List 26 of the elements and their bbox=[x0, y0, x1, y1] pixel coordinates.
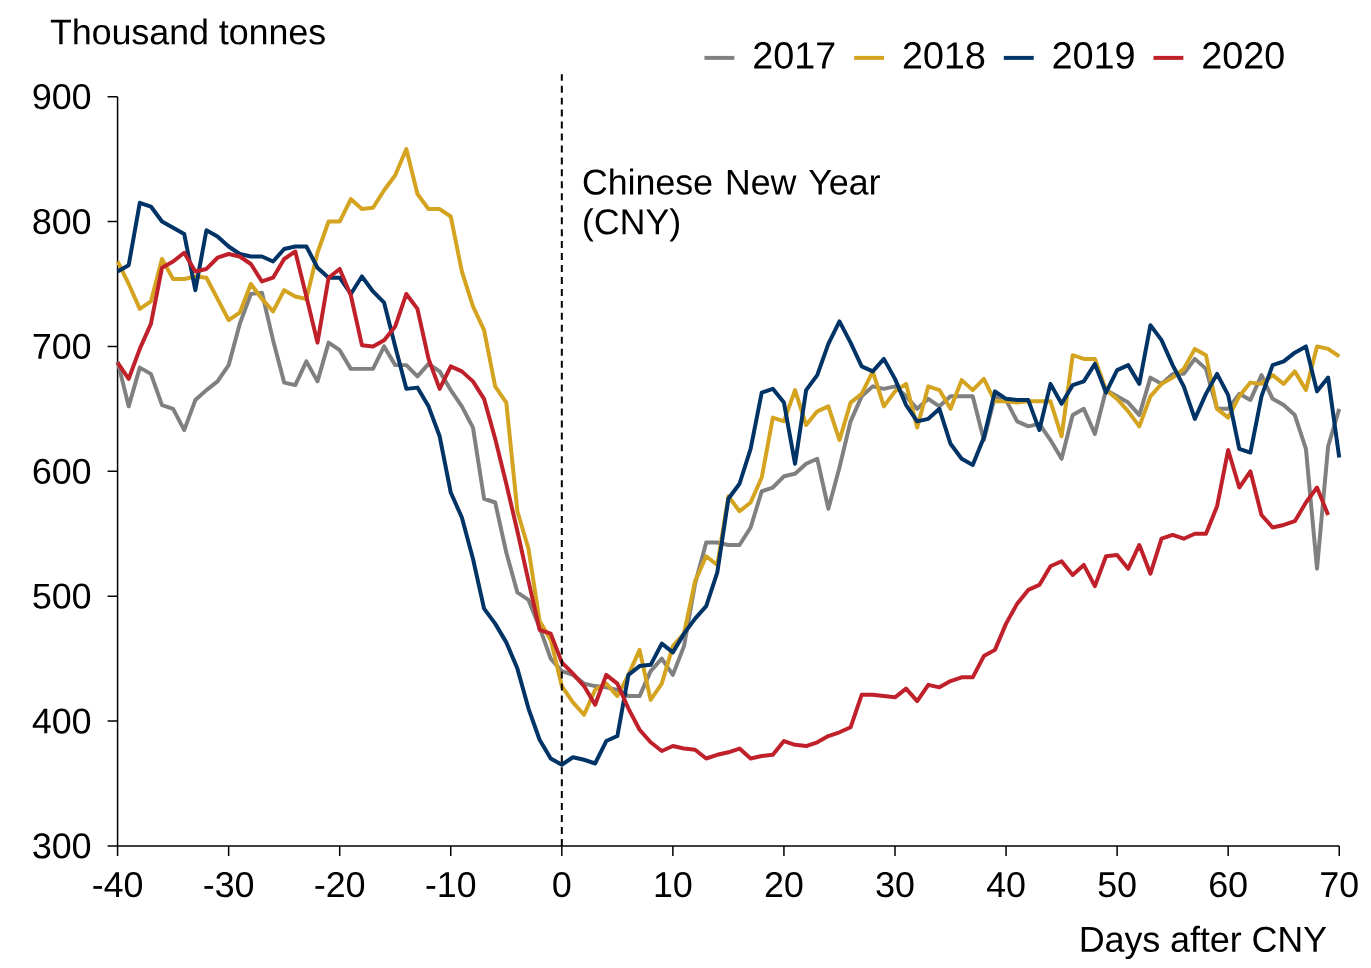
y-tick-label: 400 bbox=[32, 708, 91, 734]
x-tick-label: -10 bbox=[426, 871, 476, 898]
legend-label: 2018 bbox=[903, 41, 985, 69]
x-tick-label: 20 bbox=[765, 871, 803, 898]
y-tick-label: 500 bbox=[33, 583, 91, 609]
x-tick-label: 40 bbox=[987, 871, 1025, 898]
legend-label: 2017 bbox=[754, 41, 835, 69]
legend-label: 2020 bbox=[1203, 41, 1284, 69]
y-tick-label: 700 bbox=[33, 333, 91, 359]
x-tick-label: 70 bbox=[1321, 871, 1358, 898]
ref-line-label: Chinese New Year (CNY) bbox=[583, 168, 880, 242]
x-tick-label: 10 bbox=[655, 871, 692, 898]
legend-label: 2019 bbox=[1053, 41, 1134, 69]
y-tick-label: 900 bbox=[33, 83, 91, 110]
x-tick-label: -30 bbox=[204, 871, 254, 898]
y-tick-label: 300 bbox=[33, 833, 91, 859]
x-tick-label: 60 bbox=[1210, 871, 1247, 898]
y-axis-title: Thousand tonnes bbox=[50, 18, 325, 45]
x-tick-label: 0 bbox=[553, 871, 571, 898]
x-tick-label: 50 bbox=[1098, 871, 1136, 898]
x-tick-label: -40 bbox=[93, 871, 142, 898]
x-tick-label: -20 bbox=[315, 871, 365, 898]
y-tick-label: 800 bbox=[33, 208, 91, 234]
y-tick-label: 600 bbox=[33, 458, 91, 484]
x-axis-title: Days after CNY bbox=[1081, 925, 1327, 959]
x-tick-label: 30 bbox=[876, 871, 914, 898]
